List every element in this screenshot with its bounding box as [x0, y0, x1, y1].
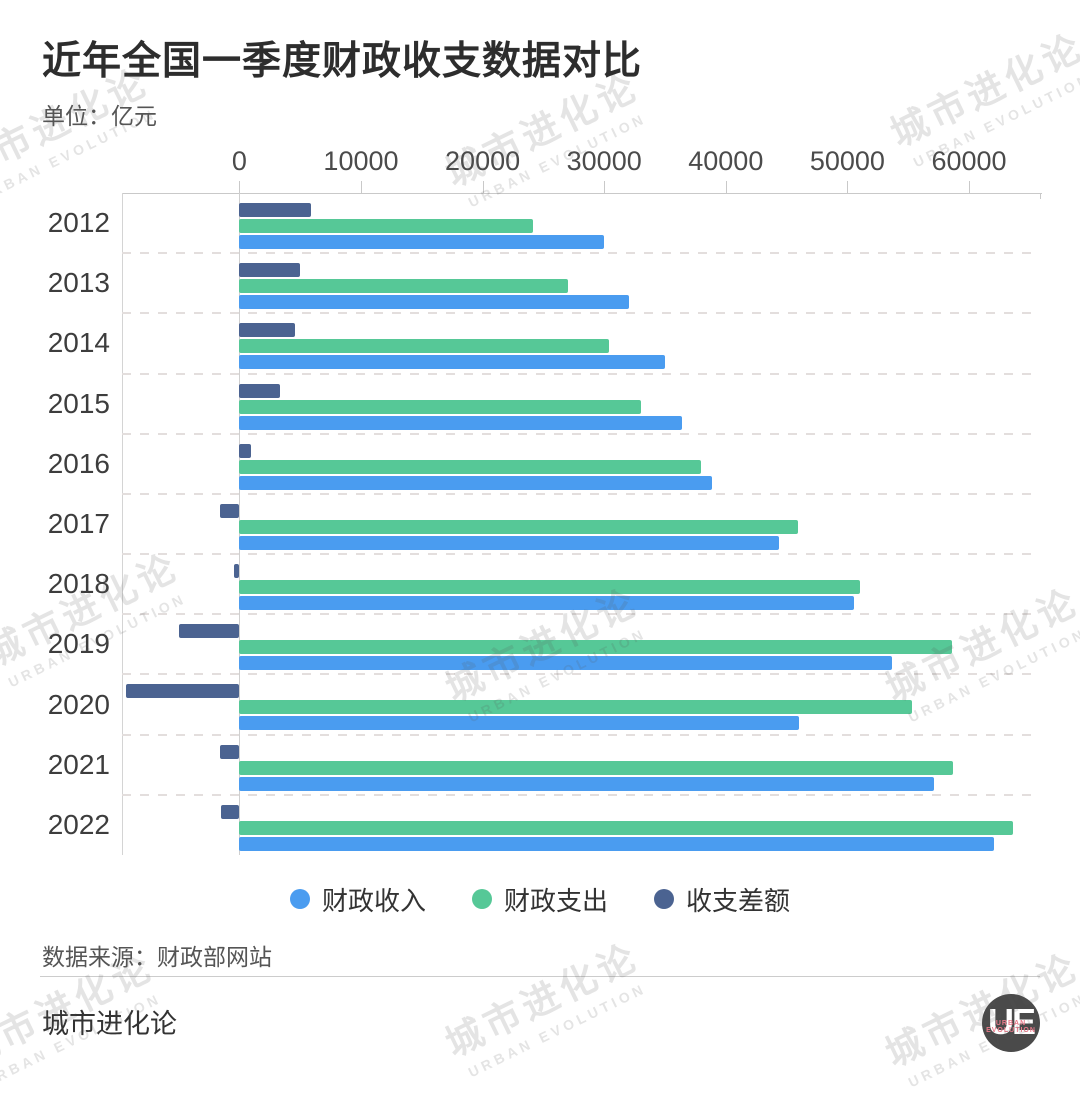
bar-expenditure-2015: [239, 399, 642, 414]
row-separator: [122, 492, 1038, 495]
x-tick-mark: [725, 181, 727, 193]
legend-label-balance: 收支差额: [686, 885, 791, 916]
row-separator: [122, 312, 1038, 315]
bar-expenditure-2012: [239, 219, 533, 233]
bar-revenue-2013: [239, 295, 629, 310]
x-axis-end-tick: [1040, 193, 1041, 199]
year-label: 2013: [47, 267, 110, 299]
x-tick-label: 20000: [445, 146, 521, 176]
brand-name: 城市进化论: [42, 1009, 177, 1039]
bar-balance-2019: [178, 624, 240, 639]
row-separator: [122, 432, 1038, 435]
bar-balance-2022: [220, 804, 240, 819]
bar-expenditure-2022: [239, 820, 1013, 835]
row-separator: [122, 372, 1038, 375]
year-label: 2021: [47, 748, 110, 780]
legend-item-expenditure: 财政支出: [471, 881, 608, 918]
year-label: 2018: [47, 568, 110, 600]
bar-expenditure-2018: [239, 580, 860, 595]
legend-dot-revenue-icon: [289, 889, 310, 909]
year-label: 2019: [47, 628, 110, 660]
bar-balance-2018: [233, 564, 240, 579]
legend-dot-expenditure-icon: [471, 889, 492, 909]
x-axis-line: [122, 193, 1042, 194]
bar-revenue-2016: [239, 475, 713, 490]
bar-revenue-2022: [239, 836, 994, 851]
footer-divider: [40, 976, 1040, 977]
x-tick-label: 10000: [323, 146, 399, 176]
x-tick-mark: [482, 181, 484, 193]
year-label: 2014: [47, 327, 110, 359]
legend-dot-balance-icon: [654, 889, 674, 909]
bar-expenditure-2014: [239, 339, 610, 354]
bar-balance-2012: [239, 203, 311, 217]
year-label: 2015: [47, 387, 110, 419]
bar-revenue-2020: [239, 716, 799, 731]
year-label: 2022: [47, 808, 110, 840]
data-source: 数据来源：财政部网站: [42, 944, 272, 970]
bar-expenditure-2019: [239, 640, 953, 655]
bar-revenue-2012: [239, 235, 604, 249]
brand-logo-icon: UE URBAN EVOLUTION: [982, 994, 1040, 1052]
x-tick-mark: [969, 181, 971, 193]
bar-expenditure-2016: [239, 459, 701, 474]
bar-balance-2014: [239, 323, 296, 338]
x-tick-label: 40000: [688, 146, 764, 176]
legend-label-revenue: 财政收入: [321, 885, 426, 916]
x-tick-label: 0: [231, 146, 247, 176]
bar-expenditure-2020: [239, 700, 912, 715]
year-label: 2016: [47, 447, 110, 479]
bar-balance-2016: [239, 443, 251, 458]
year-label: 2017: [47, 508, 110, 539]
logo-text: UE: [987, 1001, 1036, 1042]
bar-balance-2021: [220, 744, 240, 759]
x-tick-label: 30000: [566, 146, 642, 176]
x-tick-label: 60000: [931, 146, 1007, 176]
unit-label: 单位：亿元: [42, 103, 157, 129]
bar-balance-2013: [239, 263, 301, 278]
row-separator: [122, 733, 1038, 736]
legend-label-expenditure: 财政支出: [503, 885, 608, 916]
bar-revenue-2018: [239, 596, 855, 611]
year-label: 2020: [47, 688, 110, 720]
page-title: 近年全国一季度财政收支数据对比: [42, 40, 643, 83]
bar-expenditure-2013: [239, 279, 569, 294]
chart-legend: 财政收入 财政支出 收支差额: [0, 884, 1080, 916]
x-tick-mark: [239, 181, 241, 193]
bar-balance-2015: [239, 383, 281, 398]
x-tick-mark: [604, 181, 606, 193]
bar-revenue-2017: [239, 535, 779, 550]
bar-balance-2017: [220, 503, 240, 518]
row-separator: [122, 793, 1038, 796]
x-tick-mark: [360, 181, 362, 193]
bar-expenditure-2017: [239, 519, 798, 534]
x-tick-mark: [847, 181, 849, 193]
bar-revenue-2014: [239, 355, 666, 370]
row-separator: [122, 673, 1038, 676]
x-tick-label: 50000: [809, 146, 885, 176]
bar-expenditure-2021: [239, 760, 954, 775]
year-label: 2012: [47, 207, 110, 239]
legend-item-balance: 收支差额: [654, 881, 790, 918]
row-separator: [122, 553, 1038, 556]
legend-item-revenue: 财政收入: [289, 881, 426, 918]
plot-left-border: [122, 193, 123, 855]
row-separator: [122, 613, 1038, 616]
bar-revenue-2019: [239, 656, 892, 671]
row-separator: [122, 252, 1038, 255]
bar-revenue-2015: [239, 415, 683, 430]
bar-balance-2020: [126, 684, 240, 699]
bar-revenue-2021: [239, 776, 934, 791]
logo-subtext: URBAN EVOLUTION: [986, 1020, 1036, 1034]
